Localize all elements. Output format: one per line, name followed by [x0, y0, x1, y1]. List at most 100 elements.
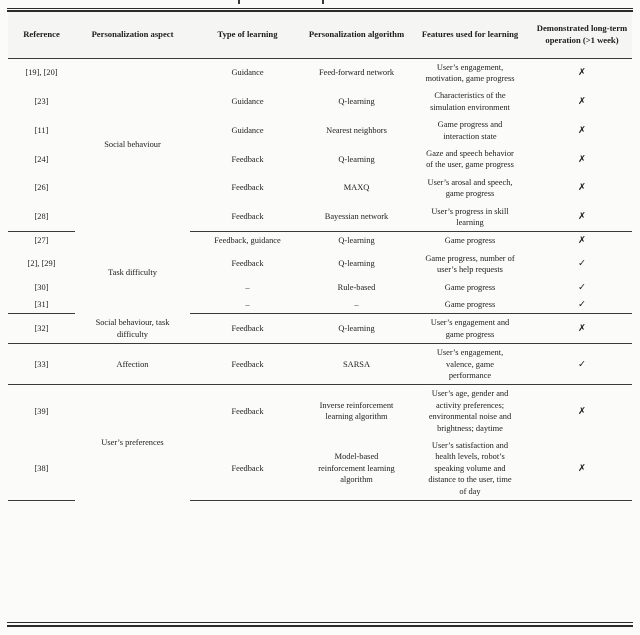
- reference-cell: [2], [29]: [27, 259, 56, 269]
- check-icon: ✓: [578, 281, 586, 293]
- algorithm-cell: Inverse reinforcement learning algorithm: [319, 400, 394, 422]
- table-header: Reference Personalization aspect Type of…: [8, 11, 632, 59]
- reference-cell: [28]: [8, 202, 75, 233]
- long-term-operation-cell: ✗: [532, 174, 632, 203]
- reference-cell: [39]: [34, 406, 49, 416]
- table-row: [19], [20] Social behaviour Guidance Feed-f…: [8, 58, 632, 150]
- algorithm-cell: SARSA: [305, 343, 408, 386]
- table-row: [27] Task difficulty Feedback, guidance Q-l…: [8, 232, 632, 277]
- table-row: [39] User’s preferences Feedback Inverse re…: [8, 385, 632, 447]
- personalization-aspect-cell: Social behaviour, task difficulty: [75, 313, 190, 345]
- personalization-comparison-table: Reference Personalization aspect Type of…: [8, 11, 632, 502]
- features-cell: User’s progress in skill learning: [408, 202, 532, 233]
- reference-cell: [38]: [8, 437, 75, 502]
- caption-clipped-descender: [238, 0, 240, 4]
- type-of-learning-cell: –: [190, 296, 305, 315]
- features-cell: Characteristics of the simulation enviro…: [430, 91, 510, 112]
- features-cell: User’s engagement, valence, game perform…: [408, 343, 532, 386]
- features-cell: User’s engagement and game progress: [408, 313, 532, 345]
- features-cell: User’s age, gender and activity preferen…: [428, 389, 512, 433]
- cross-icon: ✗: [578, 405, 586, 417]
- algorithm-cell: MAXQ: [343, 183, 370, 193]
- cross-icon: ✗: [578, 182, 586, 194]
- type-of-learning-cell: Guidance: [231, 97, 264, 107]
- algorithm-cell: Q-learning: [338, 236, 375, 246]
- long-term-operation-cell: ✓: [532, 279, 632, 296]
- long-term-operation-cell: ✓: [532, 296, 632, 315]
- reference-cell: [11]: [34, 125, 49, 135]
- table-row: [33] Affection Feedback SARSA User’s engagem…: [8, 343, 632, 386]
- long-term-operation-cell: ✗: [532, 202, 632, 233]
- features-cell: User’s arosal and speech, game progress: [427, 177, 513, 199]
- algorithm-cell: Nearest neighbors: [326, 125, 387, 135]
- features-cell: User’s engagement, motivation, game prog…: [425, 62, 515, 83]
- table-row: [32] Social behaviour, task difficulty Fee…: [8, 313, 632, 345]
- table-row: [2], [29] Feedback Q-learning Game progress…: [8, 250, 632, 279]
- cross-icon: ✗: [578, 211, 586, 223]
- type-of-learning-cell: Feedback: [231, 259, 264, 269]
- type-of-learning-cell: Feedback, guidance: [214, 236, 281, 246]
- cross-icon: ✗: [578, 323, 586, 335]
- cross-icon: ✗: [578, 462, 586, 474]
- features-cell: Game progress: [408, 296, 532, 315]
- cross-icon: ✗: [578, 153, 586, 165]
- table-top-rule: [7, 8, 633, 9]
- cross-icon: ✗: [578, 235, 586, 247]
- column-header-personalization-aspect: Personalization aspect: [75, 11, 190, 59]
- check-icon: ✓: [578, 258, 586, 270]
- column-header-long-term-operation: Demonstrated long-term operation (>1 wee…: [532, 11, 632, 59]
- cross-icon: ✗: [578, 124, 586, 136]
- column-header-reference: Reference: [8, 11, 75, 59]
- table-bottom-rule: [7, 622, 633, 623]
- type-of-learning-cell: Feedback: [190, 313, 305, 345]
- type-of-learning-cell: –: [245, 282, 250, 292]
- column-header-personalization-algorithm: Personalization algorithm: [305, 11, 408, 59]
- algorithm-cell: Q-learning: [338, 154, 375, 164]
- reference-cell: [24]: [34, 154, 49, 164]
- reference-cell: [27]: [34, 236, 49, 246]
- long-term-operation-cell: ✗: [532, 313, 632, 345]
- features-cell: User’s satisfaction and health levels, r…: [408, 437, 532, 502]
- long-term-operation-cell: ✗: [532, 87, 632, 116]
- long-term-operation-cell: ✗: [532, 385, 632, 437]
- table-row: [26] Feedback MAXQ User’s arosal and speech…: [8, 174, 632, 203]
- features-cell: Game progress: [444, 282, 496, 292]
- long-term-operation-cell: ✗: [532, 145, 632, 174]
- table-row: [23] Guidance Q-learning Characteristics of…: [8, 87, 632, 116]
- features-cell: Gaze and speech behavior of the user, ga…: [426, 148, 514, 170]
- features-cell: Game progress, number of user’s help req…: [425, 253, 515, 275]
- algorithm-cell: –: [305, 296, 408, 315]
- type-of-learning-cell: Feedback: [190, 343, 305, 386]
- algorithm-cell: Q-learning: [338, 259, 375, 269]
- long-term-operation-cell: ✓: [532, 343, 632, 386]
- features-cell: Game progress and interaction state: [437, 120, 503, 141]
- check-icon: ✓: [578, 358, 586, 370]
- reference-cell: [23]: [34, 97, 49, 107]
- long-term-operation-cell: ✗: [532, 116, 632, 145]
- column-header-features-used: Features used for learning: [408, 11, 532, 59]
- algorithm-cell: Q-learning: [338, 97, 375, 107]
- table-row: [30] – Rule-based Game progress ✓: [8, 279, 632, 296]
- long-term-operation-cell: ✗: [532, 232, 632, 250]
- type-of-learning-cell: Guidance: [231, 125, 264, 135]
- table-bottom-rule: [7, 625, 633, 627]
- table-row: [11] Guidance Nearest neighbors Game progre…: [8, 116, 632, 145]
- algorithm-cell: Rule-based: [337, 282, 376, 292]
- personalization-aspect-cell: User’s preferences: [101, 438, 164, 448]
- table-top-rule: [7, 10, 633, 12]
- reference-cell: [32]: [8, 313, 75, 345]
- table-row: [31] – – Game progress ✓: [8, 296, 632, 315]
- cross-icon: ✗: [578, 67, 586, 79]
- table-row: [28] Feedback Bayessian network User’s prog…: [8, 202, 632, 233]
- check-icon: ✓: [578, 299, 586, 310]
- type-of-learning-cell: Feedback: [231, 406, 264, 416]
- personalization-aspect-cell: Affection: [75, 343, 190, 386]
- column-header-type-of-learning: Type of learning: [190, 11, 305, 59]
- table-body: [19], [20] Social behaviour Guidance Feed-f…: [8, 58, 632, 502]
- personalization-aspect-cell: Social behaviour: [104, 140, 161, 150]
- table-row: [38] Feedback Model-based reinforcement le…: [8, 437, 632, 502]
- long-term-operation-cell: ✓: [532, 250, 632, 279]
- reference-cell: [33]: [8, 343, 75, 386]
- type-of-learning-cell: Feedback: [231, 183, 264, 193]
